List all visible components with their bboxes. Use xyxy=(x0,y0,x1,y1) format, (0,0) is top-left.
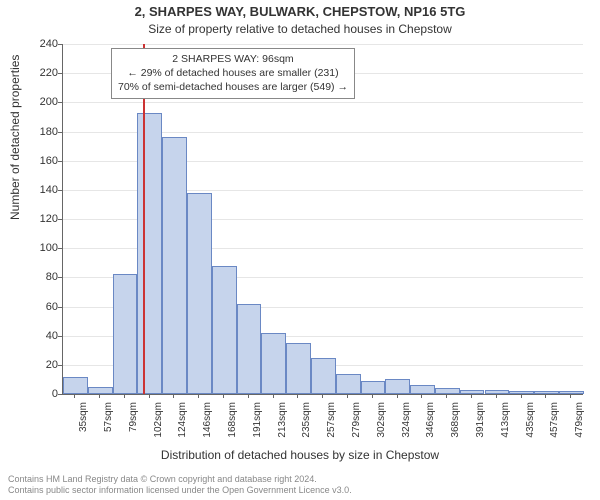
x-tick-label: 257sqm xyxy=(326,402,337,452)
histogram-bar xyxy=(137,113,162,394)
y-tick-mark xyxy=(58,307,62,308)
histogram-bar xyxy=(187,193,212,394)
y-tick-mark xyxy=(58,73,62,74)
y-tick-mark xyxy=(58,132,62,133)
x-tick-mark xyxy=(570,394,571,398)
y-tick-mark xyxy=(58,219,62,220)
histogram-bar xyxy=(361,381,386,394)
y-tick-mark xyxy=(58,336,62,337)
y-tick-label: 160 xyxy=(22,156,58,167)
x-tick-mark xyxy=(397,394,398,398)
x-tick-label: 368sqm xyxy=(450,402,461,452)
footer-line-1: Contains HM Land Registry data © Crown c… xyxy=(8,474,352,485)
y-tick-mark xyxy=(58,102,62,103)
histogram-bar xyxy=(311,358,336,394)
histogram-bar xyxy=(88,387,113,394)
x-tick-mark xyxy=(149,394,150,398)
y-tick-label: 180 xyxy=(22,127,58,138)
y-tick-label: 140 xyxy=(22,185,58,196)
footer-line-2: Contains public sector information licen… xyxy=(8,485,352,496)
x-tick-label: 479sqm xyxy=(574,402,585,452)
x-tick-mark xyxy=(446,394,447,398)
y-tick-mark xyxy=(58,365,62,366)
x-tick-label: 168sqm xyxy=(227,402,238,452)
y-tick-mark xyxy=(58,277,62,278)
histogram-bar xyxy=(162,137,187,394)
histogram-bar xyxy=(261,333,286,394)
x-tick-mark xyxy=(297,394,298,398)
histogram-bar xyxy=(113,274,138,394)
x-tick-mark xyxy=(545,394,546,398)
x-tick-mark xyxy=(372,394,373,398)
y-axis-label: Number of detached properties xyxy=(8,55,22,220)
x-tick-label: 346sqm xyxy=(425,402,436,452)
x-tick-label: 124sqm xyxy=(177,402,188,452)
y-tick-label: 220 xyxy=(22,68,58,79)
x-tick-label: 435sqm xyxy=(525,402,536,452)
x-tick-mark xyxy=(74,394,75,398)
y-tick-label: 0 xyxy=(22,389,58,400)
x-tick-mark xyxy=(248,394,249,398)
x-tick-label: 391sqm xyxy=(475,402,486,452)
x-tick-label: 79sqm xyxy=(128,402,139,452)
histogram-bar xyxy=(212,266,237,394)
x-tick-label: 324sqm xyxy=(401,402,412,452)
y-tick-label: 20 xyxy=(22,360,58,371)
histogram-bar xyxy=(410,385,435,394)
x-tick-mark xyxy=(198,394,199,398)
x-tick-mark xyxy=(124,394,125,398)
x-tick-mark xyxy=(521,394,522,398)
x-tick-label: 35sqm xyxy=(78,402,89,452)
y-tick-mark xyxy=(58,161,62,162)
y-tick-mark xyxy=(58,190,62,191)
chart-title-sub: Size of property relative to detached ho… xyxy=(0,22,600,36)
y-tick-mark xyxy=(58,44,62,45)
x-tick-label: 102sqm xyxy=(153,402,164,452)
x-ticks: 35sqm57sqm79sqm102sqm124sqm146sqm168sqm1… xyxy=(62,394,582,448)
histogram-bar xyxy=(336,374,361,394)
x-tick-mark xyxy=(421,394,422,398)
x-tick-mark xyxy=(223,394,224,398)
plot-area: 2 SHARPES WAY: 96sqm← 29% of detached ho… xyxy=(62,44,583,395)
histogram-bar xyxy=(385,379,410,394)
x-tick-mark xyxy=(347,394,348,398)
chart-title-main: 2, SHARPES WAY, BULWARK, CHEPSTOW, NP16 … xyxy=(0,4,600,19)
gridline xyxy=(63,102,583,103)
x-axis-label: Distribution of detached houses by size … xyxy=(0,448,600,462)
x-tick-mark xyxy=(471,394,472,398)
chart-figure: 2, SHARPES WAY, BULWARK, CHEPSTOW, NP16 … xyxy=(0,0,600,500)
y-tick-label: 40 xyxy=(22,331,58,342)
y-tick-label: 240 xyxy=(22,39,58,50)
x-tick-label: 413sqm xyxy=(500,402,511,452)
y-tick-label: 60 xyxy=(22,302,58,313)
x-tick-label: 191sqm xyxy=(252,402,263,452)
histogram-bar xyxy=(237,304,262,394)
x-tick-label: 302sqm xyxy=(376,402,387,452)
annotation-line-2: ← 29% of detached houses are smaller (23… xyxy=(118,66,348,80)
y-tick-label: 120 xyxy=(22,214,58,225)
annotation-box: 2 SHARPES WAY: 96sqm← 29% of detached ho… xyxy=(111,48,355,99)
x-tick-label: 235sqm xyxy=(301,402,312,452)
footer-note: Contains HM Land Registry data © Crown c… xyxy=(8,474,352,496)
y-tick-mark xyxy=(58,248,62,249)
x-tick-label: 279sqm xyxy=(351,402,362,452)
x-tick-mark xyxy=(496,394,497,398)
x-tick-label: 213sqm xyxy=(277,402,288,452)
annotation-line-1: 2 SHARPES WAY: 96sqm xyxy=(118,52,348,66)
histogram-bar xyxy=(63,377,88,395)
x-tick-mark xyxy=(99,394,100,398)
y-tick-label: 80 xyxy=(22,272,58,283)
y-tick-label: 100 xyxy=(22,243,58,254)
x-tick-label: 57sqm xyxy=(103,402,114,452)
gridline xyxy=(63,44,583,45)
x-tick-label: 146sqm xyxy=(202,402,213,452)
x-tick-mark xyxy=(173,394,174,398)
histogram-bar xyxy=(286,343,311,394)
x-tick-mark xyxy=(322,394,323,398)
x-tick-mark xyxy=(273,394,274,398)
annotation-line-3: 70% of semi-detached houses are larger (… xyxy=(118,80,348,94)
x-tick-label: 457sqm xyxy=(549,402,560,452)
y-tick-label: 200 xyxy=(22,97,58,108)
